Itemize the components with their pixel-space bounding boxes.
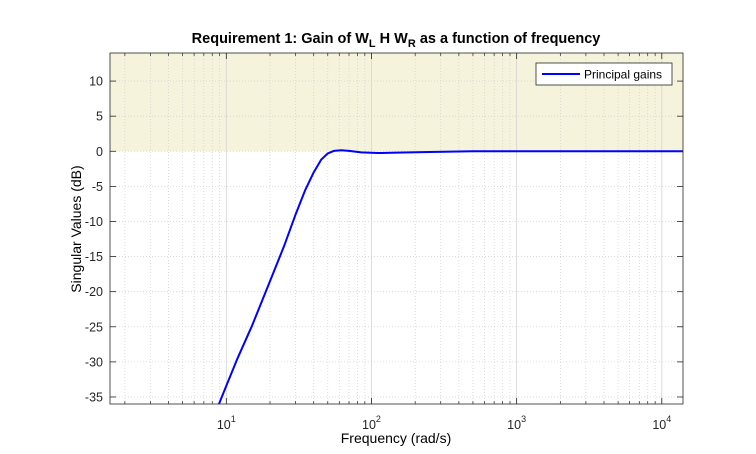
x-tick-label: 101 <box>217 414 236 432</box>
y-tick-label: -30 <box>85 355 103 369</box>
y-tick-label: 10 <box>89 75 103 89</box>
series-line-principal-gains <box>217 149 683 404</box>
y-tick-label: -35 <box>85 390 103 404</box>
x-axis-label: Frequency (rad/s) <box>341 430 451 446</box>
chart-title: Requirement 1: Gain of WL H WR as a func… <box>192 31 601 50</box>
y-tick-label: -10 <box>85 215 103 229</box>
y-tick-label: 0 <box>96 145 103 159</box>
y-tick-label: -15 <box>85 250 103 264</box>
y-tick-label: -25 <box>85 320 103 334</box>
y-tick-label: -5 <box>92 180 103 194</box>
y-axis-label: Singular Values (dB) <box>68 165 84 292</box>
x-tick-label: 103 <box>507 414 526 432</box>
y-tick-label: 5 <box>96 110 103 124</box>
y-tick-label: -20 <box>85 285 103 299</box>
plot-frame <box>109 52 684 405</box>
legend-box <box>535 62 673 86</box>
legend-label-principal-gains: Principal gains <box>584 68 662 82</box>
legend: Principal gains <box>535 62 673 86</box>
x-tick-label: 102 <box>362 414 381 432</box>
x-tick-label: 104 <box>652 414 671 432</box>
